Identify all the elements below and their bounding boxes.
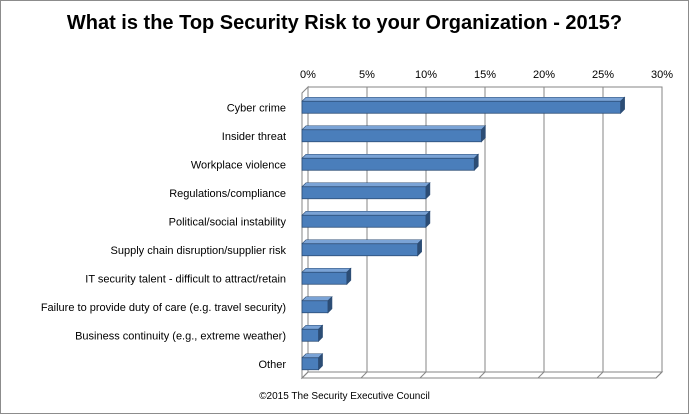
bar bbox=[301, 324, 324, 342]
gridline-floor bbox=[478, 371, 486, 379]
y-tick-label: Failure to provide duty of care (e.g. tr… bbox=[41, 302, 286, 314]
gridline-floor bbox=[655, 371, 663, 379]
bar bbox=[301, 125, 487, 143]
x-tick-label: 5% bbox=[359, 69, 375, 81]
bar-front-face bbox=[301, 100, 622, 114]
y-tick-label: Insider threat bbox=[222, 131, 286, 143]
bar-front-face bbox=[301, 357, 319, 371]
bar bbox=[301, 239, 423, 257]
bar bbox=[301, 153, 480, 171]
y-tick-label: Supply chain disruption/supplier risk bbox=[111, 245, 287, 257]
y-tick-label: Regulations/compliance bbox=[169, 188, 286, 200]
gridline-floor bbox=[360, 371, 368, 379]
bar bbox=[301, 96, 626, 114]
bar-front-face bbox=[301, 157, 475, 171]
x-tick-label: 15% bbox=[474, 69, 496, 81]
bar-top-face bbox=[301, 96, 626, 102]
x-tick-label: 20% bbox=[533, 69, 555, 81]
y-tick-label: Cyber crime bbox=[227, 102, 286, 114]
bar-front-face bbox=[301, 186, 427, 200]
chart-title: What is the Top Security Risk to your Or… bbox=[66, 12, 623, 34]
y-tick-label: Other bbox=[258, 359, 286, 371]
y-tick-labels: Cyber crime Insider threat Workplace viole… bbox=[41, 102, 287, 371]
y-tick-label: Business continuity (e.g., extreme weath… bbox=[75, 330, 286, 342]
y-tick-label: Workplace violence bbox=[191, 159, 286, 171]
bar-front-face bbox=[301, 328, 319, 342]
bar-front-face bbox=[301, 243, 419, 257]
gridline-floor bbox=[301, 371, 309, 379]
bar bbox=[301, 182, 431, 200]
y-tick-label: IT security talent - difficult to attrac… bbox=[85, 273, 286, 285]
y-tick-label: Political/social instability bbox=[169, 216, 287, 228]
bar-top-face bbox=[301, 210, 431, 216]
gridline-floor bbox=[537, 371, 545, 379]
bar-top-face bbox=[301, 296, 333, 302]
bar-top-face bbox=[301, 239, 423, 245]
bar-front-face bbox=[301, 129, 482, 143]
bar-top-face bbox=[301, 182, 431, 188]
bar-top-face bbox=[301, 267, 352, 273]
bar bbox=[301, 353, 324, 371]
bar bbox=[301, 210, 431, 228]
copyright-footer: ©2015 The Security Executive Council bbox=[259, 391, 430, 402]
bar bbox=[301, 267, 352, 285]
x-tick-label: 25% bbox=[592, 69, 614, 81]
gridline-floor bbox=[419, 371, 427, 379]
bar-front-face bbox=[301, 300, 329, 314]
x-tick-label: 10% bbox=[415, 69, 437, 81]
bar-front-face bbox=[301, 271, 348, 285]
bars bbox=[301, 96, 626, 371]
x-tick-labels: 0% 5% 10% 15% 20% 25% 30% bbox=[300, 69, 673, 81]
x-tick-label: 0% bbox=[300, 69, 316, 81]
bar-front-face bbox=[301, 214, 427, 228]
bar-top-face bbox=[301, 153, 480, 159]
gridline-floor bbox=[596, 371, 604, 379]
x-tick-label: 30% bbox=[651, 69, 673, 81]
bar-top-face bbox=[301, 125, 487, 131]
bar bbox=[301, 296, 333, 314]
